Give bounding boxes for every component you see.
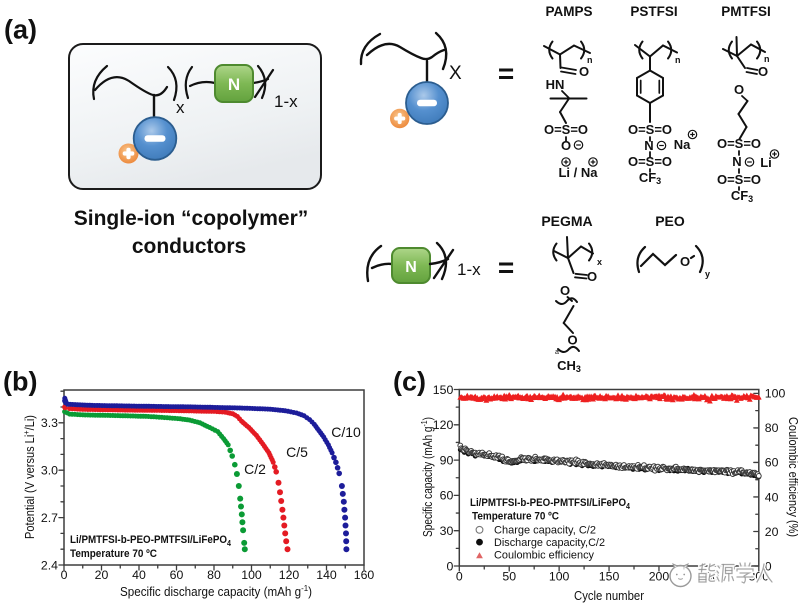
svg-text:80: 80 xyxy=(765,421,779,435)
svg-text:X: X xyxy=(449,63,462,84)
svg-text:Specific discharge capacity (m: Specific discharge capacity (mAh g-1) xyxy=(120,583,312,599)
svg-text:O=S=O: O=S=O xyxy=(544,122,588,137)
svg-text:50: 50 xyxy=(502,570,516,584)
svg-text:PEO: PEO xyxy=(655,213,685,229)
svg-text:O: O xyxy=(734,82,744,97)
svg-text:1-x: 1-x xyxy=(457,260,481,279)
svg-text:C/5: C/5 xyxy=(286,444,308,460)
svg-text:N: N xyxy=(644,138,653,153)
svg-text:(b): (b) xyxy=(3,367,37,397)
svg-text:(c): (c) xyxy=(393,367,426,397)
svg-text:150: 150 xyxy=(599,570,620,584)
svg-text:40: 40 xyxy=(132,568,146,582)
svg-text:O: O xyxy=(579,64,589,79)
svg-text:N: N xyxy=(228,75,240,94)
svg-text:=: = xyxy=(498,58,514,89)
svg-text:=: = xyxy=(498,252,514,283)
svg-text:N: N xyxy=(732,154,741,169)
svg-text:n: n xyxy=(764,54,770,64)
svg-text:140: 140 xyxy=(316,568,337,582)
svg-text:O: O xyxy=(758,64,768,79)
svg-text:100: 100 xyxy=(765,387,786,401)
svg-text:Li: Li xyxy=(760,155,772,170)
svg-text:90: 90 xyxy=(440,453,454,467)
svg-text:2.7: 2.7 xyxy=(41,511,58,525)
svg-text:Coulombic efficiency: Coulombic efficiency xyxy=(494,550,594,562)
svg-text:0: 0 xyxy=(456,570,463,584)
svg-text:conductors: conductors xyxy=(132,235,246,258)
svg-text:0: 0 xyxy=(765,559,772,573)
svg-text:PSTFSI: PSTFSI xyxy=(630,4,677,19)
svg-text:C/2: C/2 xyxy=(244,461,266,477)
svg-text:O=S=O: O=S=O xyxy=(628,154,672,169)
svg-text:Li/PMTFSI-b-PEO-PMTFSI/LiFePO4: Li/PMTFSI-b-PEO-PMTFSI/LiFePO4 xyxy=(70,534,231,548)
svg-text:120: 120 xyxy=(279,568,300,582)
svg-text:C/10: C/10 xyxy=(331,424,361,440)
svg-text:O: O xyxy=(560,283,570,298)
svg-text:Coulombic efficiency (%): Coulombic efficiency (%) xyxy=(786,417,798,537)
svg-text:160: 160 xyxy=(354,568,375,582)
svg-text:PAMPS: PAMPS xyxy=(545,4,592,19)
svg-text:3.0: 3.0 xyxy=(41,464,58,478)
svg-text:O: O xyxy=(561,138,571,153)
svg-text:O=S=O: O=S=O xyxy=(717,172,761,187)
svg-text:O: O xyxy=(680,254,690,269)
svg-text:CH3: CH3 xyxy=(557,358,581,374)
svg-text:20: 20 xyxy=(95,568,109,582)
svg-text:20: 20 xyxy=(765,525,779,539)
svg-text:x: x xyxy=(176,98,185,117)
svg-text:80: 80 xyxy=(207,568,221,582)
svg-text:200: 200 xyxy=(649,570,670,584)
svg-text:150: 150 xyxy=(433,383,454,397)
svg-text:0: 0 xyxy=(446,559,453,573)
svg-text:Single-ion “copolymer”: Single-ion “copolymer” xyxy=(74,207,309,230)
svg-text:Li/PMTFSI-b-PEO-PMTFSI/LiFePO4: Li/PMTFSI-b-PEO-PMTFSI/LiFePO4 xyxy=(470,497,630,511)
svg-text:O: O xyxy=(587,269,597,284)
svg-text:Cycle number: Cycle number xyxy=(574,589,644,603)
svg-text:1-x: 1-x xyxy=(274,92,298,111)
svg-text:Discharge capacity,C/2: Discharge capacity,C/2 xyxy=(494,537,605,549)
svg-text:100: 100 xyxy=(241,568,262,582)
svg-text:O: O xyxy=(567,333,577,348)
svg-text:40: 40 xyxy=(765,490,779,504)
svg-text:Charge capacity, C/2: Charge capacity, C/2 xyxy=(494,525,596,537)
svg-text:a: a xyxy=(555,349,559,356)
svg-text:Li / Na: Li / Na xyxy=(558,165,598,180)
svg-text:120: 120 xyxy=(433,418,454,432)
svg-text:CF3: CF3 xyxy=(639,170,661,186)
svg-text:Temperature 70 ºC: Temperature 70 ºC xyxy=(70,548,157,560)
svg-text:3.3: 3.3 xyxy=(41,416,58,430)
svg-text:N: N xyxy=(405,259,417,276)
svg-text:n: n xyxy=(587,55,593,65)
svg-text:y: y xyxy=(705,269,710,279)
svg-text:100: 100 xyxy=(549,570,570,584)
svg-text:CF3: CF3 xyxy=(731,188,753,204)
svg-text:O=S=O: O=S=O xyxy=(628,122,672,137)
svg-text:Temperature 70 ºC: Temperature 70 ºC xyxy=(472,511,559,523)
svg-text:O=S=O: O=S=O xyxy=(717,136,761,151)
svg-text:60: 60 xyxy=(170,568,184,582)
svg-text:Na: Na xyxy=(674,137,691,152)
svg-text:0: 0 xyxy=(61,568,68,582)
svg-text:HN: HN xyxy=(546,77,565,92)
svg-text:x: x xyxy=(597,257,602,267)
svg-text:PMTFSI: PMTFSI xyxy=(721,4,771,19)
svg-text:(a): (a) xyxy=(4,15,37,45)
svg-text:Specific capacity (mAh g-1): Specific capacity (mAh g-1) xyxy=(419,417,435,537)
svg-text:60: 60 xyxy=(765,456,779,470)
svg-text:PEGMA: PEGMA xyxy=(541,213,592,229)
svg-text:2.4: 2.4 xyxy=(41,558,58,572)
svg-text:30: 30 xyxy=(440,524,454,538)
svg-text:n: n xyxy=(675,55,681,65)
svg-text:Potential (V versus Li+/Li): Potential (V versus Li+/Li) xyxy=(21,415,37,539)
svg-text:60: 60 xyxy=(440,489,454,503)
